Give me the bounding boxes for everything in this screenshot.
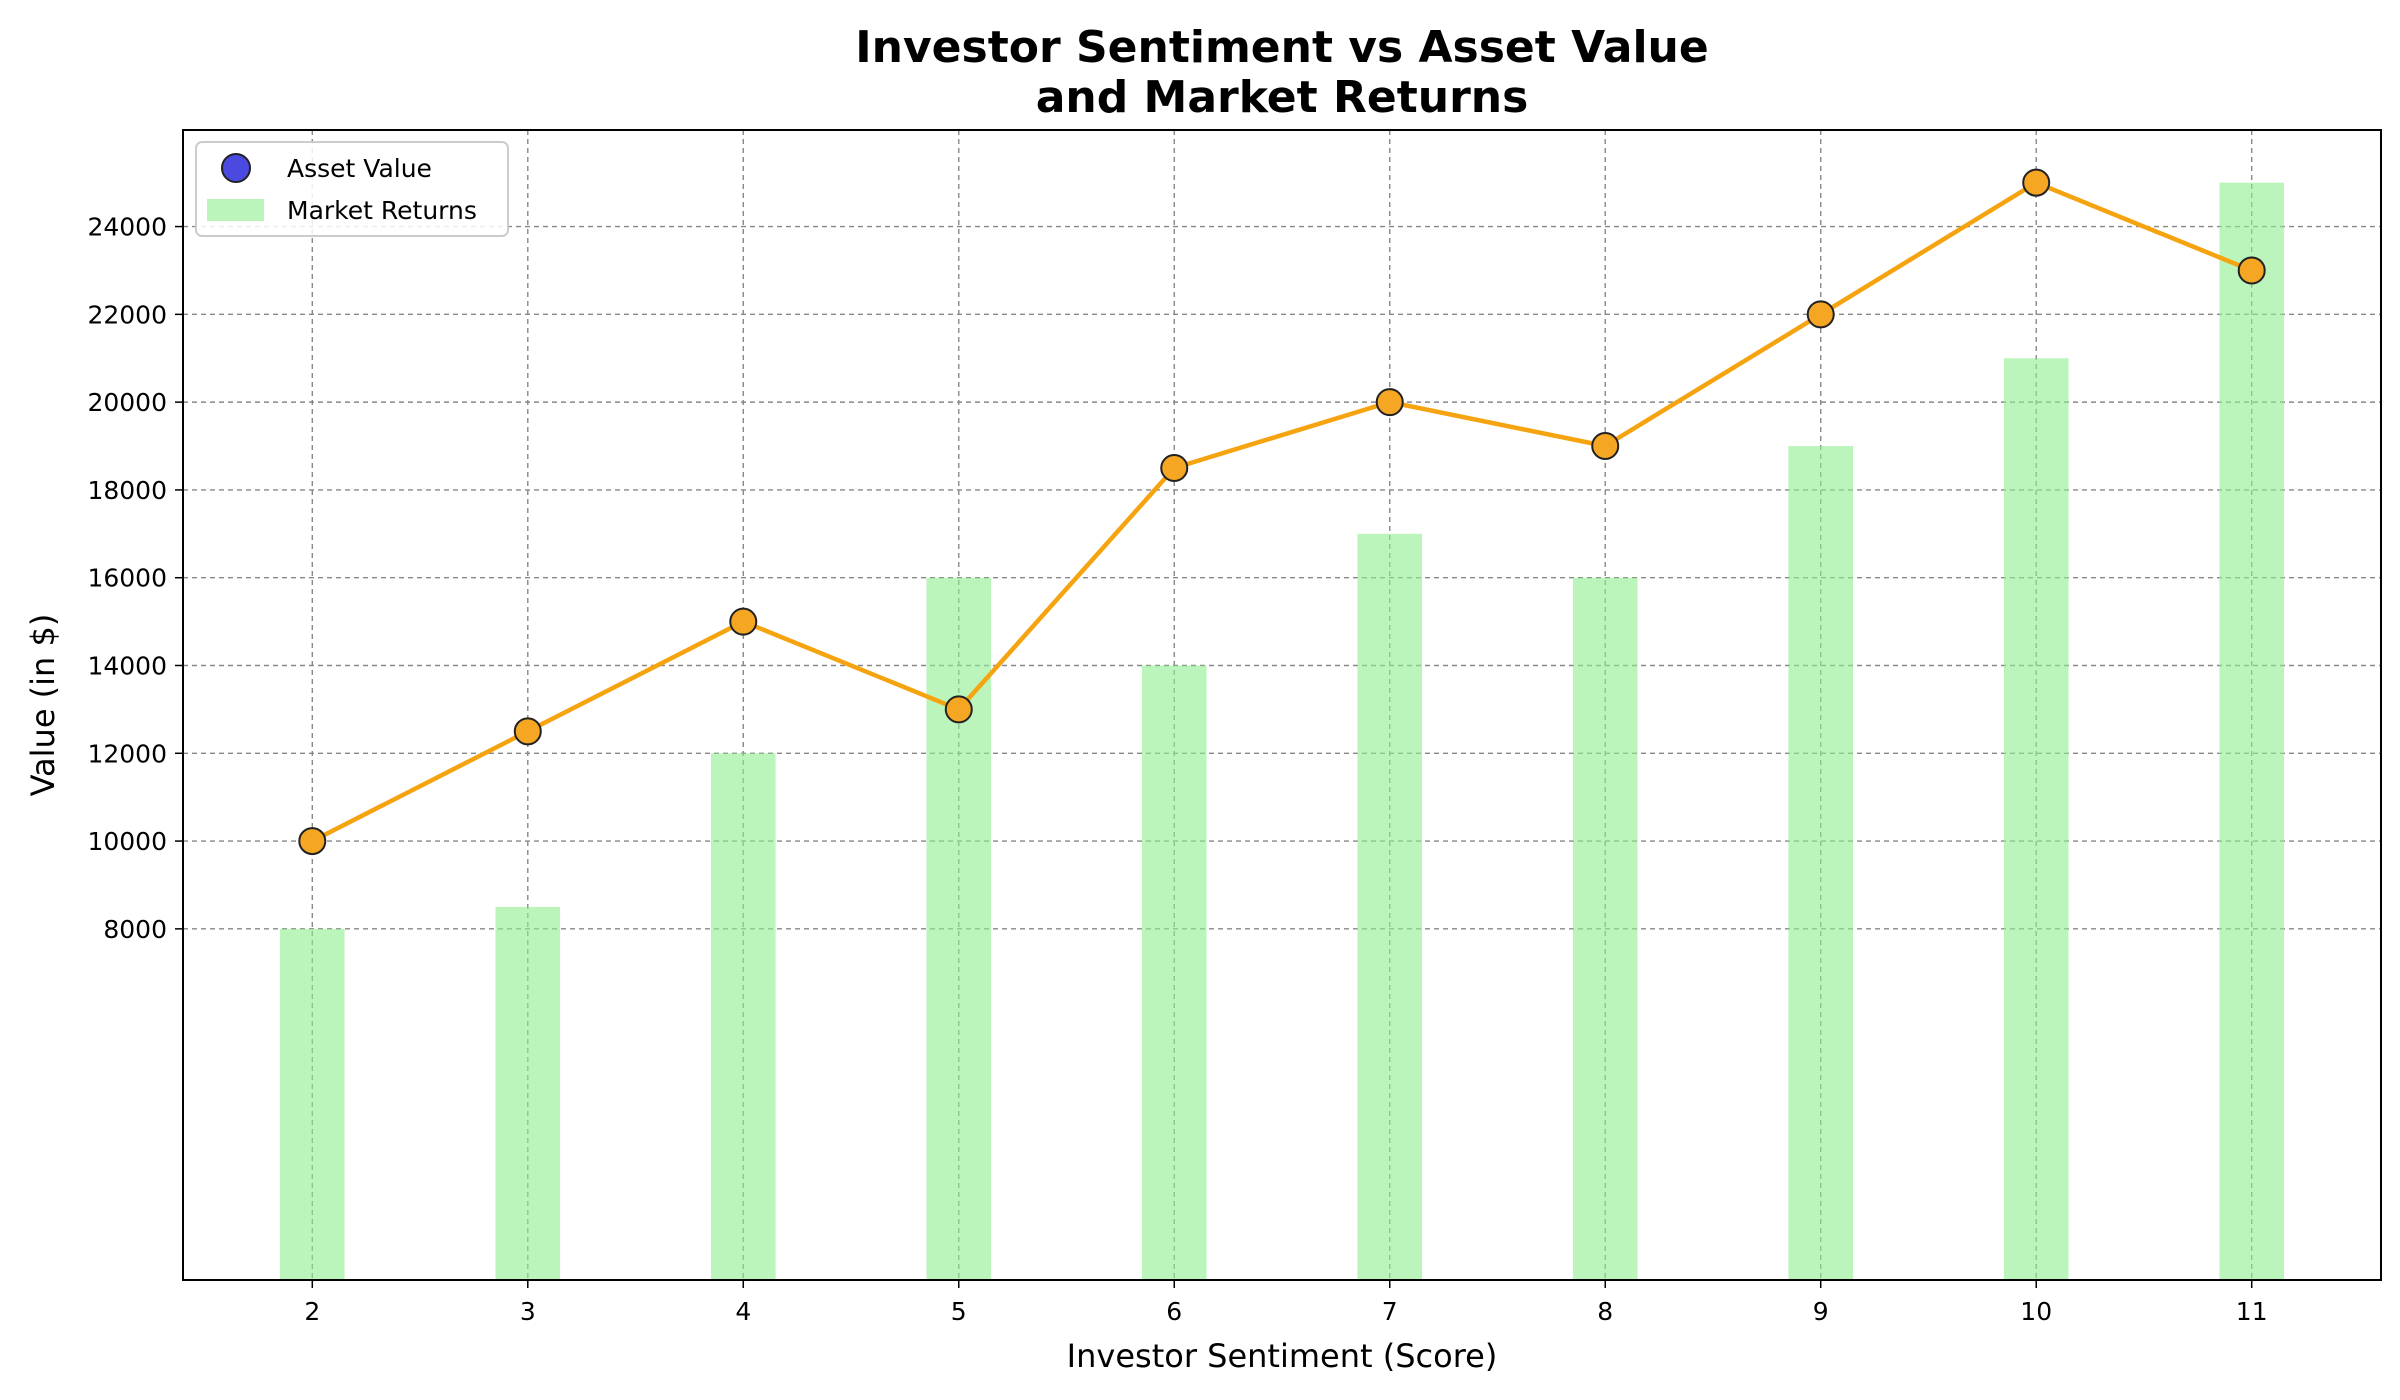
plot-frame	[182, 129, 2382, 1281]
legend-marker-market-returns	[207, 199, 264, 221]
bar-market-returns	[2003, 358, 2069, 1280]
legend-box	[195, 141, 509, 237]
y-tick-label: 12000	[87, 739, 167, 768]
bar-market-returns	[1357, 533, 1423, 1280]
y-tick-label: 18000	[87, 476, 167, 505]
x-tick-label: 8	[1597, 1297, 1613, 1326]
chart-title-line-1: Investor Sentiment vs Asset Value	[855, 22, 1708, 73]
asset-value-point	[513, 717, 542, 746]
asset-value-point	[1160, 453, 1189, 482]
legend-label-market-returns: Market Returns	[287, 196, 477, 225]
y-tick-label: 24000	[87, 213, 167, 242]
legend: Asset Value Market Returns	[195, 141, 509, 237]
asset-value-point	[1591, 432, 1620, 461]
bar-market-returns	[710, 753, 776, 1280]
bar-series-market-returns	[279, 182, 2285, 1281]
line-series-asset-value	[298, 168, 2266, 856]
x-tick-label: 9	[1813, 1297, 1829, 1326]
x-tick-label: 6	[1166, 1297, 1182, 1326]
chart-title-line-2: and Market Returns	[1036, 72, 1529, 123]
asset-value-point	[2237, 256, 2266, 285]
x-tick-label: 3	[520, 1297, 536, 1326]
bar-market-returns	[2219, 182, 2285, 1280]
x-tick-label: 5	[951, 1297, 967, 1326]
bar-market-returns	[1141, 665, 1207, 1280]
x-tick-label: 7	[1382, 1297, 1398, 1326]
legend-label-asset-value: Asset Value	[287, 154, 432, 183]
asset-value-point	[1806, 300, 1835, 329]
y-axis-label: Value (in $)	[24, 614, 62, 797]
x-tick-label: 11	[2236, 1297, 2268, 1326]
bar-market-returns	[495, 906, 561, 1280]
y-tick-label: 14000	[87, 651, 167, 680]
bar-market-returns	[279, 928, 345, 1280]
asset-value-point	[1375, 388, 1404, 417]
asset-value-point	[2022, 168, 2051, 197]
y-axis-ticks: 8000 10000 12000 14000 16000 18000 20000 22000 2…	[87, 213, 183, 944]
asset-value-point	[944, 695, 973, 724]
x-axis-ticks: 2 3 4 5 6 7 8 9 10 11	[304, 1280, 2268, 1326]
y-tick-label: 8000	[103, 915, 167, 944]
x-tick-label: 10	[2020, 1297, 2052, 1326]
y-tick-label: 10000	[87, 827, 167, 856]
x-tick-label: 2	[304, 1297, 320, 1326]
y-tick-label: 20000	[87, 388, 167, 417]
y-tick-label: 22000	[87, 300, 167, 329]
bar-market-returns	[926, 577, 992, 1280]
asset-value-point	[729, 607, 758, 636]
x-axis-label: Investor Sentiment (Score)	[1067, 1337, 1498, 1375]
y-tick-label: 16000	[87, 564, 167, 593]
legend-marker-asset-value	[221, 153, 251, 183]
asset-value-line	[311, 180, 2253, 844]
asset-value-point	[298, 827, 327, 856]
bar-market-returns	[1572, 577, 1638, 1280]
bar-market-returns	[1788, 446, 1854, 1281]
x-tick-label: 4	[735, 1297, 751, 1326]
